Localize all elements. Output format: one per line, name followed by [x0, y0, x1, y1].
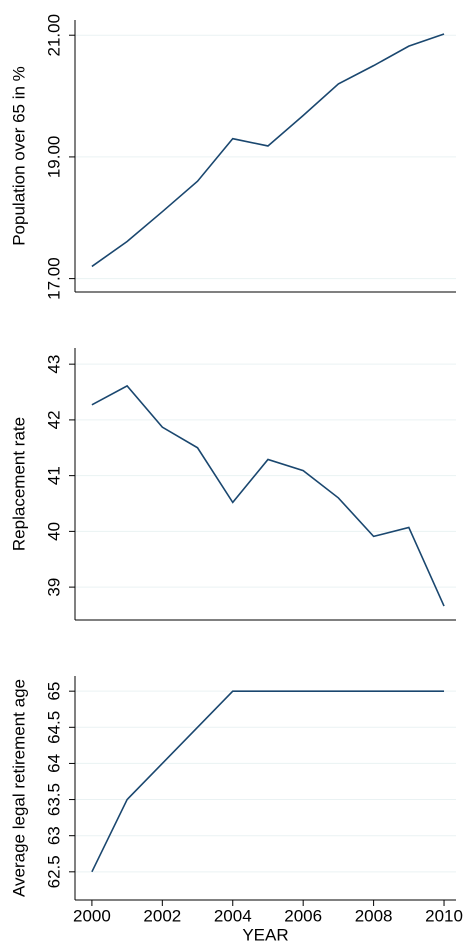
- y-tick-label: 42: [44, 410, 63, 429]
- y-tick-label: 17.00: [44, 257, 63, 300]
- y-tick-label: 63.5: [44, 783, 63, 816]
- y-tick-label: 64: [44, 754, 63, 773]
- x-axis-label: YEAR: [242, 925, 288, 944]
- y-tick-label: 19.00: [44, 136, 63, 179]
- x-tick-label: 2002: [143, 906, 181, 925]
- y-tick-label: 41: [44, 466, 63, 485]
- y-tick-label: 63: [44, 826, 63, 845]
- x-tick-label: 2008: [355, 906, 393, 925]
- y-tick-label: 21.00: [44, 14, 63, 57]
- data-line: [91, 690, 445, 873]
- y-tick-label: 65: [44, 682, 63, 701]
- x-tick-label: 2010: [425, 906, 463, 925]
- y-axis-label: Average legal retirement age: [9, 679, 28, 897]
- data-line: [91, 33, 445, 268]
- y-tick-label: 40: [44, 522, 63, 541]
- data-line: [91, 384, 445, 607]
- x-tick-label: 2006: [284, 906, 322, 925]
- y-axis-label: Replacement rate: [9, 417, 28, 551]
- y-tick-label: 62.5: [44, 855, 63, 888]
- y-tick-label: 39: [44, 578, 63, 597]
- x-tick-label: 2004: [214, 906, 252, 925]
- x-tick-label: 2000: [73, 906, 111, 925]
- y-axis-label: Population over 65 in %: [9, 66, 28, 246]
- y-tick-label: 64.5: [44, 711, 63, 744]
- y-tick-label: 43: [44, 355, 63, 374]
